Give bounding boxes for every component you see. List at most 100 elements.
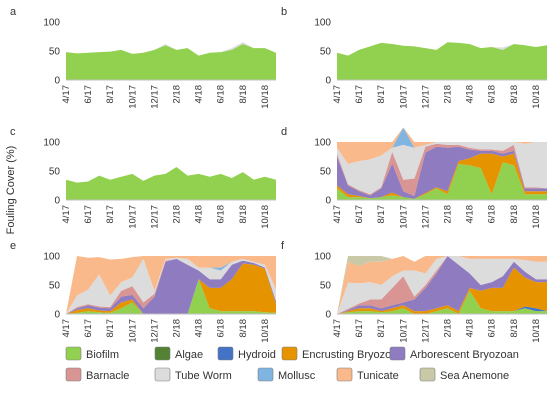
area-biofilm [337, 42, 547, 80]
y-tick-label: 50 [320, 47, 332, 58]
area-encrusting-bryozoan [337, 267, 547, 314]
legend-item: Biofilm [65, 346, 119, 361]
x-tick-label: 6/17 [83, 205, 94, 224]
x-tick-label: 6/18 [216, 85, 227, 104]
y-tick-label: 0 [325, 310, 331, 321]
panel-letter: a [10, 6, 17, 18]
x-tick-label: 2/18 [443, 205, 454, 224]
x-tick-label: 10/18 [260, 85, 271, 109]
x-tick-label: 2/18 [172, 205, 183, 224]
y-axis-label: Fouling Cover (%) [5, 146, 17, 235]
x-tick-label: 6/18 [487, 85, 498, 104]
x-tick-label: 12/17 [149, 205, 160, 229]
panel-letter: b [281, 6, 287, 18]
x-tick-label: 2/18 [172, 85, 183, 104]
legend-label: Tunicate [357, 370, 399, 382]
x-tick-label: 12/17 [149, 85, 160, 109]
x-tick-label: 4/17 [332, 85, 343, 104]
x-tick-label: 8/17 [376, 205, 387, 224]
x-tick-label: 10/18 [260, 205, 271, 229]
panel-a: a 0 50 100 4/17 6/17 8/17 10/17 12/17 2/18 4/18 6/1… [10, 6, 276, 109]
y-tick-label: 100 [314, 18, 331, 29]
legend-swatch [154, 367, 171, 382]
area-biofilm [66, 44, 276, 80]
y-tick-label: 0 [325, 196, 331, 207]
panel-letter: e [10, 240, 16, 252]
x-tick-label: 2/18 [443, 319, 454, 338]
area-arborescent-bryozoan [66, 258, 276, 314]
legend-swatch [65, 346, 82, 361]
area-sea-anemone [337, 127, 547, 142]
x-tick-label: 8/18 [509, 85, 520, 104]
legend-item: Barnacle [65, 367, 129, 382]
area-tube-worm [66, 257, 276, 314]
panel-f: f 0 50 100 4/17 6/17 8/17 10/17 12/17 2/18 4/18 6/1… [281, 240, 547, 343]
y-tick-label: 0 [54, 196, 60, 207]
legend-label: Barnacle [86, 370, 129, 382]
legend-item: Mollusc [257, 367, 316, 382]
panel-b: b 0 50 100 4/17 6/17 8/17 10/17 12/17 2/18 4/18 6/1… [281, 6, 547, 109]
x-tick-label: 10/17 [127, 319, 138, 343]
area-barnacle [337, 256, 547, 314]
area-biofilm [337, 290, 547, 314]
legend-item: Sea Anemone [419, 367, 509, 382]
x-tick-label: 10/17 [127, 205, 138, 229]
y-tick-label: 0 [54, 76, 60, 87]
x-tick-label: 4/17 [61, 85, 72, 104]
legend-swatch [65, 367, 82, 382]
panel-letter: d [281, 126, 287, 138]
legend-swatch [154, 346, 171, 361]
x-tick-label: 4/18 [194, 205, 205, 224]
x-tick-label: 8/17 [376, 85, 387, 104]
area-biofilm [337, 162, 547, 200]
y-tick-label: 100 [314, 252, 331, 263]
legend-swatch [257, 367, 274, 382]
x-tick-label: 2/18 [443, 85, 454, 104]
legend-label: Tube Worm [175, 370, 232, 382]
panel-letter: f [281, 240, 285, 252]
area-encrusting-bryozoan [66, 263, 276, 314]
area-biofilm [66, 166, 276, 200]
x-tick-label: 10/18 [531, 85, 542, 109]
x-tick-label: 10/18 [260, 319, 271, 343]
x-tick-label: 6/18 [216, 205, 227, 224]
area-tunicate [337, 256, 547, 314]
x-tick-label: 12/17 [420, 85, 431, 109]
legend-item: Hydroid [217, 346, 276, 361]
x-tick-label: 10/17 [398, 85, 409, 109]
x-tick-label: 4/17 [332, 319, 343, 338]
area-encrusting-bryozoan [337, 153, 547, 199]
area-tube-worm [337, 256, 547, 314]
legend-swatch [281, 346, 298, 361]
area-tunicate [66, 256, 276, 314]
x-tick-label: 6/17 [354, 205, 365, 224]
x-tick-label: 4/18 [465, 319, 476, 338]
area-tunicate [337, 127, 547, 165]
y-tick-label: 0 [54, 310, 60, 321]
y-tick-label: 100 [43, 138, 60, 149]
x-tick-label: 4/18 [194, 319, 205, 338]
x-tick-label: 12/17 [420, 319, 431, 343]
x-tick-label: 8/17 [105, 205, 116, 224]
y-tick-label: 50 [49, 281, 61, 292]
legend-swatch [336, 367, 353, 382]
x-tick-label: 8/18 [238, 205, 249, 224]
panels: a 0 50 100 4/17 6/17 8/17 10/17 12/17 2/18 4/18 6/1… [10, 6, 547, 343]
x-tick-label: 10/17 [398, 205, 409, 229]
y-tick-label: 50 [320, 167, 332, 178]
x-tick-label: 4/17 [61, 319, 72, 338]
x-tick-label: 4/18 [465, 205, 476, 224]
x-tick-label: 10/18 [531, 319, 542, 343]
x-tick-label: 8/17 [376, 319, 387, 338]
legend-item: Tube Worm [154, 367, 232, 382]
y-tick-label: 100 [43, 18, 60, 29]
x-tick-label: 12/17 [149, 319, 160, 343]
panel-c: c 0 50 100 4/17 6/17 8/17 10/17 12/17 2/18 4/18 6/1… [10, 126, 276, 229]
y-tick-label: 50 [320, 281, 332, 292]
area-tube-worm [337, 142, 547, 195]
panel-e: e 0 50 100 4/17 6/17 8/17 10/17 12/17 2/18 4/18 6/1… [10, 240, 276, 343]
legend: Biofilm Algae Hydroid Encrusting Bryozoan Ar… [65, 346, 519, 382]
legend-label: Sea Anemone [440, 370, 509, 382]
y-tick-label: 0 [325, 76, 331, 87]
x-tick-label: 6/18 [216, 319, 227, 338]
